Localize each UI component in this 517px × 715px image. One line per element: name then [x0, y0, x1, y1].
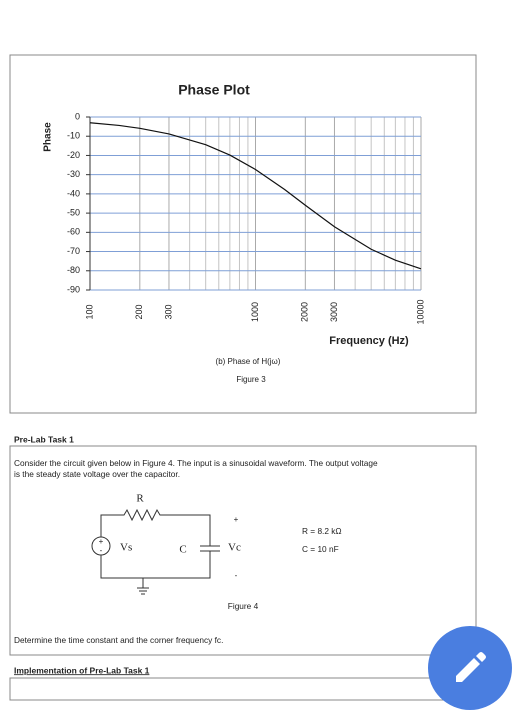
implementation-heading: Implementation of Pre-Lab Task 1 — [14, 665, 150, 675]
y-tick-label: -20 — [67, 150, 80, 160]
task-heading: Pre-Lab Task 1 — [14, 434, 74, 444]
output-plus: + — [234, 515, 239, 524]
x-tick-label: 1000 — [250, 302, 260, 322]
caption: Figure 3 — [236, 375, 266, 384]
y-tick-label: -40 — [67, 188, 80, 198]
y-tick-label: -80 — [67, 265, 80, 275]
y-axis-label: Phase — [43, 122, 54, 152]
answer-box[interactable] — [9, 677, 477, 701]
x-tick-label: 100 — [84, 304, 94, 319]
x-tick-label: 2000 — [300, 302, 310, 322]
question: Determine the time constant and the corn… — [14, 635, 223, 645]
chart-title: Phase Plot — [178, 82, 250, 98]
caption: Figure 4 — [228, 601, 259, 611]
pencil-icon — [456, 652, 486, 682]
y-tick-label: -50 — [67, 207, 80, 217]
capacitor-label: C — [179, 544, 186, 556]
circuit — [91, 508, 220, 595]
x-tick-label: 200 — [134, 304, 144, 319]
source-label: Vs — [120, 542, 132, 554]
output-label: Vc — [228, 542, 241, 554]
y-tick-label: -90 — [67, 284, 80, 294]
source-plus: + — [99, 537, 104, 546]
task-text: is the steady state voltage over the cap… — [14, 469, 180, 479]
edit-button[interactable] — [428, 626, 512, 710]
figure-frame — [9, 54, 477, 414]
resistor-label: R — [136, 493, 144, 505]
task-frame — [9, 445, 477, 656]
y-tick-label: -60 — [67, 227, 80, 237]
x-axis-label: Frequency (Hz) — [329, 335, 409, 347]
x-tick-label: 300 — [163, 304, 173, 319]
y-tick-label: -70 — [67, 246, 80, 256]
c-value: C = 10 nF — [302, 544, 339, 554]
subcaption: (b) Phase of H(jω) — [216, 357, 281, 366]
y-tick-label: 0 — [75, 111, 80, 121]
output-minus: - — [235, 571, 238, 580]
r-value: R = 8.2 kΩ — [302, 526, 342, 536]
y-tick-label: -10 — [67, 131, 80, 141]
x-tick-label: 10000 — [415, 299, 425, 324]
x-tick-label: 3000 — [329, 302, 339, 322]
y-tick-label: -30 — [67, 169, 80, 179]
source-minus: - — [100, 546, 103, 555]
task-text: Consider the circuit given below in Figu… — [14, 458, 378, 468]
phase-curve — [89, 122, 422, 270]
